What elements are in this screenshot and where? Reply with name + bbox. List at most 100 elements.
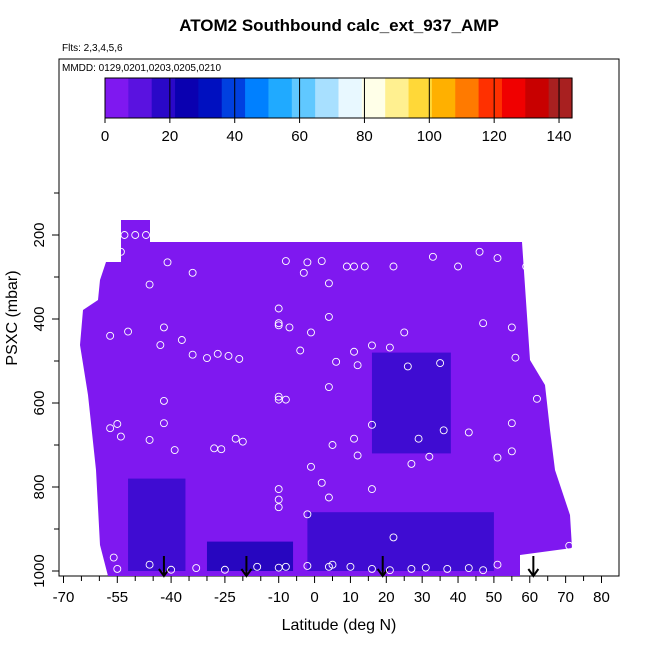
sample-point <box>109 553 118 562</box>
sample-point <box>159 419 168 428</box>
heatmap-background <box>80 220 572 576</box>
profile-arrow <box>240 556 253 578</box>
sample-point <box>454 262 462 271</box>
sample-point <box>106 331 115 340</box>
sample-point <box>213 349 222 358</box>
sample-point <box>274 392 283 401</box>
colorbar-segment <box>455 78 480 118</box>
sample-point <box>145 436 154 444</box>
x-tick-label: -10 <box>268 589 290 606</box>
heatmap-enhanced-region <box>206 541 294 571</box>
colorbar-segment <box>478 78 503 118</box>
sample-point <box>120 231 129 239</box>
colorbar-segment <box>501 78 526 118</box>
sample-point <box>332 357 341 366</box>
sample-point <box>285 323 294 332</box>
sample-point <box>274 495 283 504</box>
x-axis-label: Latitude (deg N) <box>282 617 397 634</box>
sample-point <box>407 564 416 573</box>
sample-point <box>443 564 452 573</box>
sample-point <box>425 452 434 461</box>
sample-point <box>439 426 448 435</box>
sample-points <box>106 231 574 575</box>
sample-point <box>317 478 326 487</box>
sample-point <box>507 323 516 332</box>
sample-point <box>307 462 315 471</box>
heatmap-enhanced-region <box>128 478 186 571</box>
sample-point <box>167 565 176 574</box>
sample-point <box>296 346 305 355</box>
x-tick-label: 40 <box>450 589 467 606</box>
sample-point <box>507 447 516 456</box>
colorbar-tick-label: 60 <box>291 128 308 145</box>
x-tick-label: -25 <box>214 589 236 606</box>
sample-point <box>177 336 186 344</box>
sample-point <box>328 441 337 449</box>
sample-point <box>106 424 115 433</box>
colorbar-segment <box>245 78 270 118</box>
sample-point <box>281 395 290 404</box>
sample-point <box>324 312 333 321</box>
colorbar-segment <box>548 78 573 118</box>
sample-point <box>464 428 473 437</box>
colorbar-segment <box>525 78 550 118</box>
colorbar-segment <box>151 78 176 118</box>
sample-point <box>238 437 247 446</box>
sample-point <box>142 231 150 239</box>
profile-arrow <box>527 556 540 578</box>
sample-point <box>493 453 502 462</box>
colorbar-segment <box>315 78 340 118</box>
y-axis-label: PSXC (mbar) <box>4 270 21 365</box>
sample-point <box>368 341 376 350</box>
sample-point <box>116 247 125 256</box>
colorbar-tick-label: 40 <box>226 128 243 145</box>
sample-point <box>253 562 262 571</box>
colorbar-segment <box>175 78 199 118</box>
sample-point <box>353 361 362 370</box>
colorbar: 0 20 40 60 80 100 120 140 <box>101 77 573 145</box>
sample-point <box>385 343 394 352</box>
colorbar-tick-label: 120 <box>482 128 507 145</box>
sample-point <box>303 510 312 519</box>
sample-point <box>507 419 516 428</box>
sample-point <box>170 446 179 454</box>
colorbar-tick-label: 0 <box>101 128 109 145</box>
heatmap-enhanced-region <box>307 512 494 571</box>
sample-point <box>217 445 226 454</box>
colorbar-tick-label: 80 <box>356 128 373 145</box>
colorbar-segment <box>338 78 363 118</box>
sample-point <box>493 254 502 263</box>
sample-point <box>192 564 201 573</box>
heatmap-field <box>80 220 572 576</box>
sample-point <box>317 257 326 265</box>
sample-point <box>436 359 445 368</box>
profile-arrow <box>158 556 170 578</box>
flights-subtitle: Flts: 2,3,4,5,6 <box>62 43 123 54</box>
sample-point <box>565 541 574 550</box>
sample-point <box>235 354 244 363</box>
sample-point <box>307 328 315 337</box>
sample-point <box>428 252 437 261</box>
sample-point <box>188 350 197 359</box>
colorbar-segment <box>268 78 293 118</box>
y-tick-label: 600 <box>31 390 48 415</box>
colorbar-segment <box>291 78 316 118</box>
sample-point <box>324 383 333 391</box>
sample-point <box>145 280 154 289</box>
sample-point <box>464 564 473 573</box>
sample-point <box>281 257 290 265</box>
x-tick-label: 10 <box>342 589 359 606</box>
sample-point <box>231 434 240 443</box>
sample-point <box>475 247 484 256</box>
sample-point <box>368 420 376 429</box>
colorbar-segment <box>221 78 246 118</box>
sample-point <box>131 231 140 239</box>
colorbar-segment <box>408 78 433 118</box>
x-tick-label: 0 <box>310 589 318 606</box>
sample-point <box>389 533 398 542</box>
y-tick-label: 200 <box>31 222 48 247</box>
sample-point <box>163 258 172 267</box>
colorbar-segment <box>431 78 456 118</box>
sample-point <box>203 354 211 363</box>
colorbar-tick-label: 100 <box>417 128 442 145</box>
